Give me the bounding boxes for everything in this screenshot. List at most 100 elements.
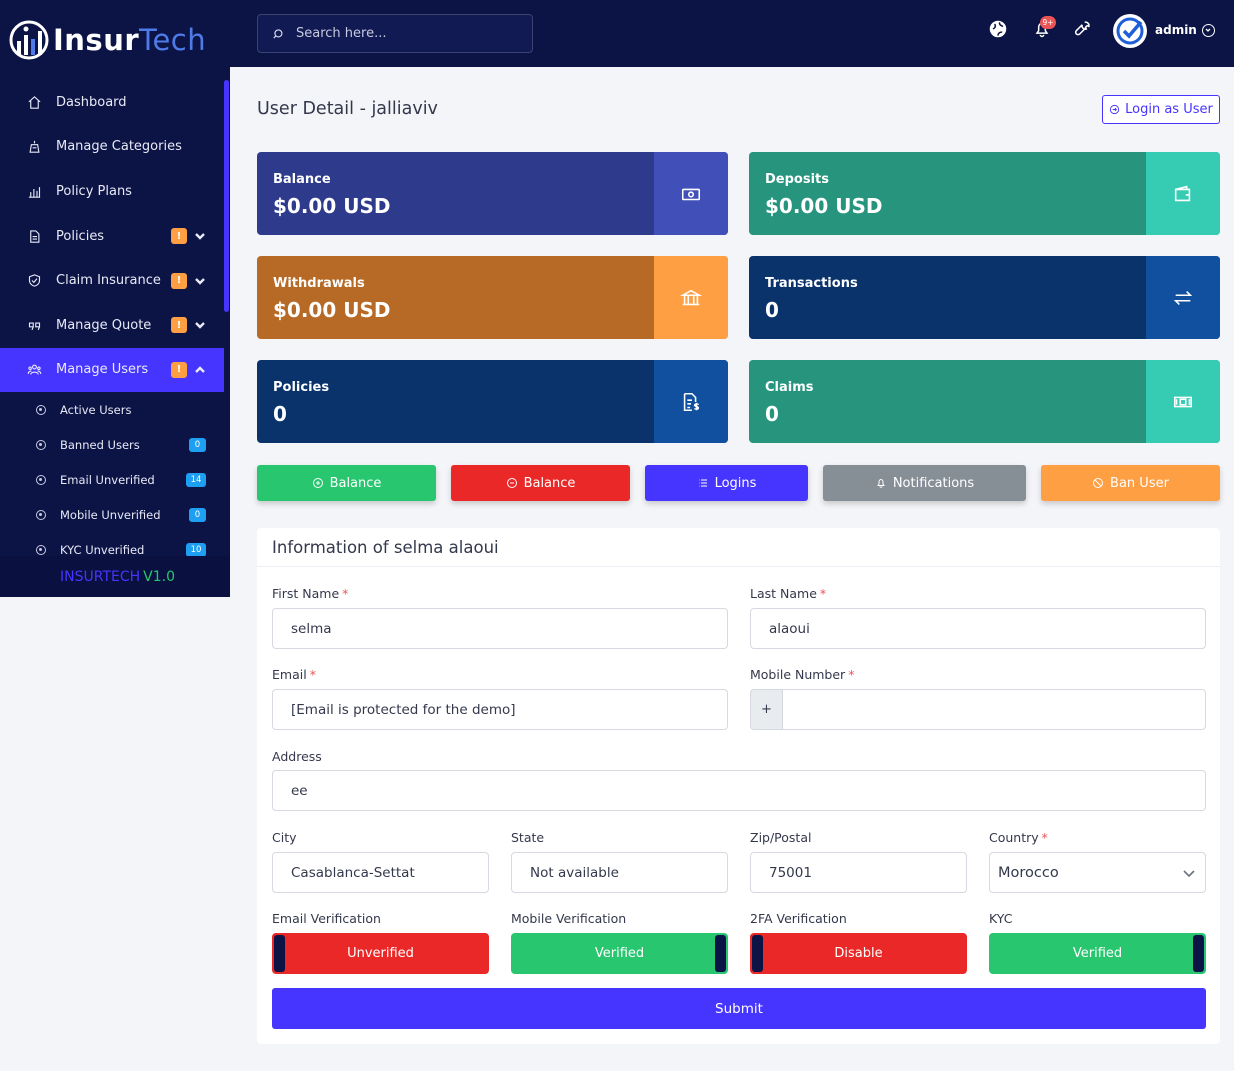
submenu-item-label: Active Users xyxy=(60,402,132,417)
logins-button[interactable]: Logins xyxy=(645,465,808,501)
sidebar-item-manage-users[interactable]: Manage Users ! xyxy=(0,347,224,393)
zip-field[interactable]: 75001 xyxy=(750,852,967,893)
sidebar-item-dashboard[interactable]: Dashboard xyxy=(0,80,230,125)
claims-card[interactable]: Claims 0 xyxy=(749,360,1220,443)
chevron-down-icon[interactable] xyxy=(194,275,206,287)
card-value: $0.00 USD xyxy=(273,298,391,322)
users-submenu: Active Users Banned Users 0 Email Unveri… xyxy=(0,392,230,568)
minus-circle-icon xyxy=(506,478,517,488)
chevron-down-circle-icon[interactable] xyxy=(1202,24,1215,37)
toggle-knob xyxy=(752,935,763,972)
logo-icon xyxy=(9,19,49,61)
count-badge: 10 xyxy=(186,542,206,557)
kyc-toggle[interactable]: Verified xyxy=(989,933,1206,974)
money-icon xyxy=(1146,360,1220,443)
search-placeholder: Search here... xyxy=(296,26,387,41)
subtract-balance-button[interactable]: Balance xyxy=(451,465,630,501)
chevron-down-icon xyxy=(1183,867,1195,879)
mobile-prefix: + xyxy=(750,689,783,730)
toggle-knob xyxy=(1193,935,1204,972)
sidebar-item-claim-insurance[interactable]: Claim Insurance ! xyxy=(0,258,230,303)
quote-icon xyxy=(26,317,42,333)
list-icon xyxy=(698,479,707,487)
panel-title: Information of selma alaoui xyxy=(272,538,499,557)
chart-bar-icon xyxy=(26,183,42,199)
card-value: 0 xyxy=(273,402,287,426)
version-label: INSURTECH V1.0 xyxy=(0,556,230,597)
chevron-up-icon[interactable] xyxy=(194,364,206,376)
chevron-down-icon[interactable] xyxy=(194,319,206,331)
last-name-field[interactable]: alaoui xyxy=(750,608,1206,649)
submenu-item-mobile-unverified[interactable]: Mobile Unverified 0 xyxy=(0,497,230,532)
avatar[interactable] xyxy=(1113,14,1147,48)
card-label: Balance xyxy=(273,172,331,187)
sidebar-item-policy-plans[interactable]: Policy Plans xyxy=(0,169,230,214)
brand-name: InsurTech xyxy=(53,23,207,57)
add-balance-button[interactable]: Balance xyxy=(257,465,436,501)
sidebar-item-manage-quote[interactable]: Manage Quote ! xyxy=(0,303,230,348)
address-field[interactable]: ee xyxy=(272,770,1206,811)
balance-card[interactable]: Balance $0.00 USD xyxy=(257,152,728,235)
email-field[interactable]: [Email is protected for the demo] xyxy=(272,689,728,730)
sidebar: InsurTech Dashboard Manage Categories Po… xyxy=(0,0,230,597)
bank-icon xyxy=(654,256,728,339)
wrench-icon[interactable] xyxy=(1073,19,1093,39)
mobile-verification-label: Mobile Verification xyxy=(511,911,627,926)
mobile-verification-toggle[interactable]: Verified xyxy=(511,933,728,974)
country-select[interactable]: Morocco xyxy=(989,852,1206,893)
submenu-item-email-unverified[interactable]: Email Unverified 14 xyxy=(0,462,230,497)
submenu-item-banned-users[interactable]: Banned Users 0 xyxy=(0,427,230,462)
notifications-button[interactable]: Notifications xyxy=(823,465,1026,501)
search-input[interactable]: Search here... xyxy=(257,14,533,53)
address-label: Address xyxy=(272,749,322,764)
city-label: City xyxy=(272,830,297,845)
warning-badge: ! xyxy=(171,317,187,334)
globe-icon[interactable] xyxy=(988,19,1008,39)
sidebar-item-label: Dashboard xyxy=(56,94,127,110)
city-field[interactable]: Casablanca-Settat xyxy=(272,852,489,893)
toggle-knob xyxy=(274,935,285,972)
card-value: 0 xyxy=(765,402,779,426)
card-label: Transactions xyxy=(765,276,858,291)
file-icon xyxy=(26,228,42,244)
first-name-label: First Name * xyxy=(272,586,349,601)
state-label: State xyxy=(511,830,545,845)
sidebar-item-manage-categories[interactable]: Manage Categories xyxy=(0,125,230,170)
exchange-icon xyxy=(1146,256,1220,339)
email-verification-toggle[interactable]: Unverified xyxy=(272,933,489,974)
last-name-label: Last Name * xyxy=(750,586,827,601)
sidebar-item-policies[interactable]: Policies ! xyxy=(0,214,230,259)
count-badge: 0 xyxy=(189,437,206,452)
sidebar-item-label: Claim Insurance xyxy=(56,273,161,289)
login-as-user-button[interactable]: Login as User xyxy=(1102,95,1220,124)
submenu-item-kyc-unverified[interactable]: KYC Unverified 10 xyxy=(0,532,230,567)
card-value: 0 xyxy=(765,298,779,322)
deposits-card[interactable]: Deposits $0.00 USD xyxy=(749,152,1220,235)
first-name-field[interactable]: selma xyxy=(272,608,728,649)
user-information-panel: Information of selma alaoui First Name * … xyxy=(257,528,1220,1044)
sidebar-item-label: Manage Users xyxy=(56,362,149,378)
topbar: Search here... 9+ admin xyxy=(230,0,1234,67)
circle-dot-icon xyxy=(36,439,46,450)
home-icon xyxy=(26,94,42,110)
sidebar-nav: Dashboard Manage Categories Policy Plans… xyxy=(0,80,230,393)
chevron-down-icon[interactable] xyxy=(194,230,206,242)
transactions-card[interactable]: Transactions 0 xyxy=(749,256,1220,339)
withdrawals-card[interactable]: Withdrawals $0.00 USD xyxy=(257,256,728,339)
mobile-number-field[interactable] xyxy=(750,689,1206,730)
card-label: Deposits xyxy=(765,172,829,187)
search-icon xyxy=(273,28,283,38)
brand-logo[interactable]: InsurTech xyxy=(0,0,230,80)
state-field[interactable]: Not available xyxy=(511,852,728,893)
policies-card[interactable]: Policies 0 xyxy=(257,360,728,443)
users-icon xyxy=(26,362,42,378)
sidebar-scrollbar[interactable] xyxy=(224,80,229,312)
submenu-item-active-users[interactable]: Active Users xyxy=(0,392,230,427)
sidebar-item-label: Manage Quote xyxy=(56,317,152,333)
ban-user-button[interactable]: Ban User xyxy=(1041,465,1220,501)
sign-in-icon xyxy=(1110,104,1120,115)
notification-bell-icon[interactable]: 9+ xyxy=(1032,16,1056,39)
admin-name[interactable]: admin xyxy=(1155,23,1197,37)
twofa-verification-toggle[interactable]: Disable xyxy=(750,933,967,974)
submit-button[interactable]: Submit xyxy=(272,988,1206,1029)
